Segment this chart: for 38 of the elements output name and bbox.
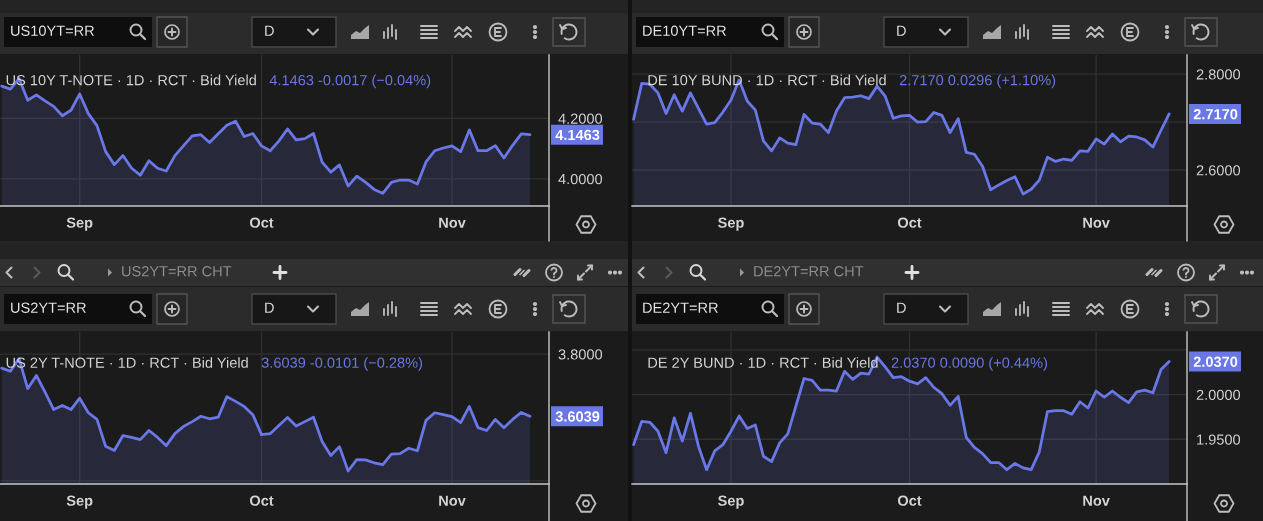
x-tick-label: Sep xyxy=(718,495,744,509)
text: D xyxy=(897,302,906,313)
y-tick-label: 3.8000 xyxy=(558,349,603,360)
text: US2YT=RR CHT xyxy=(122,266,232,277)
text: DE2YT=RR xyxy=(643,302,718,313)
x-tick-label: Oct xyxy=(249,217,274,228)
x-tick-label: Sep xyxy=(66,217,93,231)
text: 3.6039 -0.0101 (−0.28%) xyxy=(261,357,423,371)
x-tick-label: Nov xyxy=(1083,495,1110,506)
y-tick-label: 4.0000 xyxy=(558,173,603,185)
y-tick-label: 2.0370 xyxy=(1193,356,1238,367)
text: D xyxy=(265,25,274,36)
x-tick-label: Nov xyxy=(1083,217,1110,228)
text: DE2YT=RR CHT xyxy=(754,266,864,277)
y-tick-label: 2.8000 xyxy=(1196,69,1241,80)
text: 2.0370 0.0090 (+0.44%) xyxy=(891,357,1048,371)
text: 2.7170 0.0296 (+1.10%) xyxy=(899,74,1056,89)
x-tick-label: Nov xyxy=(439,217,466,228)
y-tick-label: 2.6000 xyxy=(1196,165,1241,176)
y-tick-label: 3.6039 xyxy=(555,411,600,422)
text: D xyxy=(897,25,906,36)
x-tick-label: Nov xyxy=(439,495,466,506)
y-tick-label: 4.1463 xyxy=(555,129,600,141)
x-tick-label: Sep xyxy=(66,495,93,509)
text: DE 10Y BUND · 1D · RCT · Bid Yield xyxy=(648,74,886,86)
text: D xyxy=(265,302,274,313)
text: US2YT=RR xyxy=(11,302,86,313)
y-tick-label: 2.7170 xyxy=(1193,109,1238,120)
y-tick-label: 1.9500 xyxy=(1197,434,1241,445)
x-tick-label: Oct xyxy=(897,217,922,228)
x-tick-label: Sep xyxy=(718,217,744,231)
text: DE10YT=RR xyxy=(643,25,727,36)
x-tick-label: Oct xyxy=(249,495,274,506)
text: 4.1463 -0.0017 (−0.04%) xyxy=(269,74,431,89)
y-tick-label: 2.0000 xyxy=(1196,389,1241,401)
y-tick-label: 4.2000 xyxy=(558,113,603,124)
x-tick-label: Oct xyxy=(897,495,922,506)
text: US10YT=RR xyxy=(11,25,95,36)
